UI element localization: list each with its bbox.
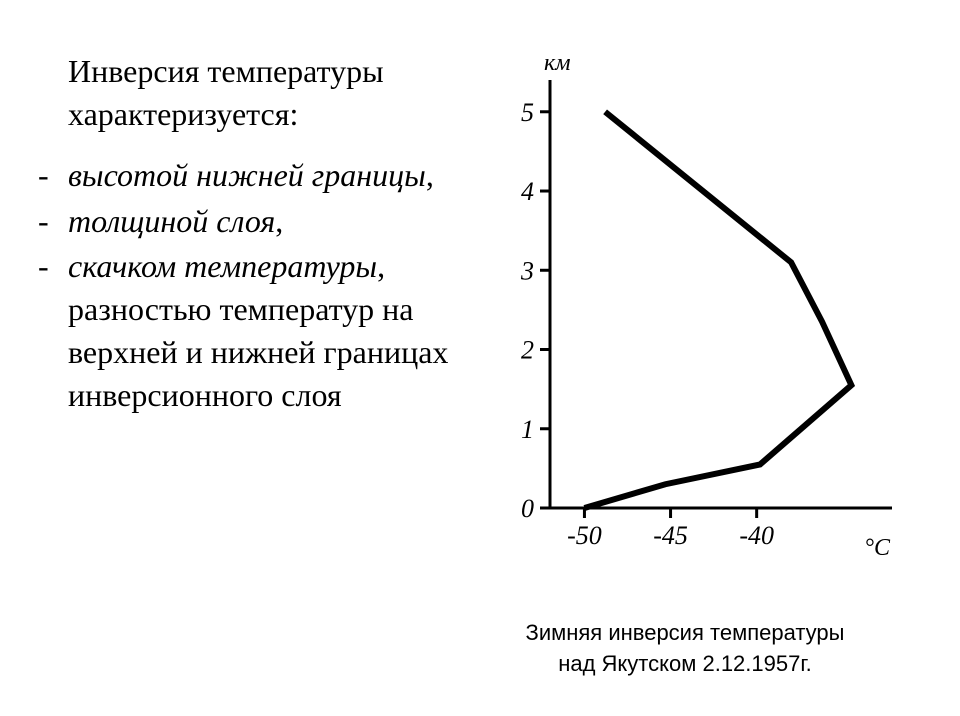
svg-text:2: 2 [521,336,534,365]
chart-svg: 0 1 2 3 4 5 -50 -45 -40 [480,58,900,558]
list-item: высотой нижней границы, [30,154,480,197]
svg-text:5: 5 [521,98,534,127]
list-item: толщиной слоя, [30,200,480,243]
svg-text:0: 0 [521,494,534,523]
text-panel: Инверсия температуры характеризуется: вы… [10,50,480,676]
svg-text:4: 4 [521,177,534,206]
chart-panel: км 0 1 2 3 4 5 -50 -45 -40 °C Зимняя инверсия те… [480,50,930,676]
heading: Инверсия температуры характеризуется: [30,50,480,136]
bullet-list: высотой нижней границы, толщиной слоя, с… [30,154,480,417]
item-italic: толщиной слоя [68,203,275,239]
svg-text:1: 1 [521,415,534,444]
caption-line-1: Зимняя инверсия температуры [526,620,845,645]
item-italic: высотой нижней границы [68,157,426,193]
svg-text:-40: -40 [739,521,774,550]
item-plain: , [426,157,434,193]
inversion-chart: км 012345-50-45-40 °C [480,58,900,558]
svg-text:-45: -45 [653,521,688,550]
item-plain: , [275,203,283,239]
caption-line-2: над Якутском 2.12.1957г. [558,651,812,676]
list-item: скачком температуры, разностью температу… [30,245,480,418]
item-italic: скачком температуры [68,248,377,284]
y-axis-label: км [544,50,571,77]
chart-caption: Зимняя инверсия температуры над Якутском… [480,618,930,680]
x-axis-unit: °C [864,535,890,562]
svg-text:3: 3 [520,256,534,285]
svg-text:-50: -50 [567,521,602,550]
